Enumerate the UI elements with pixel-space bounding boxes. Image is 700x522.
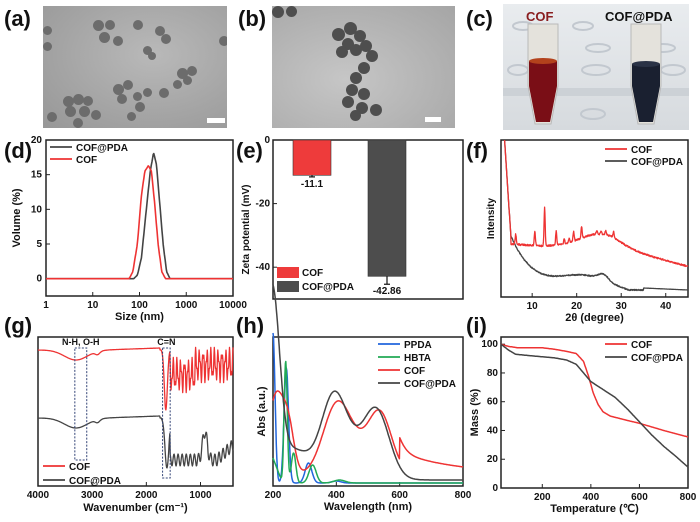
x-tick-label: 20 (571, 301, 583, 312)
x-axis-label: Wavenumber (cm⁻¹) (83, 502, 188, 514)
bar-cof-pda (368, 140, 406, 276)
x-tick-label: 600 (391, 490, 408, 501)
y-tick-label: -20 (256, 199, 271, 210)
legend-e-label: COF@PDA (302, 282, 354, 293)
legend-h-label: HBTA (404, 353, 431, 364)
y-tick-label: 80 (487, 368, 499, 379)
legend-e-swatch (277, 267, 299, 278)
legend-e-label: COF (302, 268, 323, 279)
x-tick-label: 2000 (135, 490, 158, 501)
x-tick-label: 1 (43, 300, 49, 311)
x-axis-label: Size (nm) (115, 311, 164, 323)
y-tick-label: 60 (487, 397, 499, 408)
series-cof (46, 166, 233, 279)
x-tick-label: 200 (265, 490, 282, 501)
legend-f-label: COF (631, 145, 652, 156)
y-tick-label: 0 (264, 135, 270, 146)
y-axis-label: Abs (a.u.) (256, 386, 268, 436)
series-cof-pda (38, 416, 233, 468)
x-tick-label: 10 (527, 301, 539, 312)
x-axis-label: Temperature (℃) (550, 503, 639, 515)
x-tick-label: 100 (131, 300, 148, 311)
chart-h-frame (273, 337, 463, 486)
x-tick-label: 10000 (219, 300, 247, 311)
x-tick-label: 200 (534, 492, 551, 503)
legend-f-label: COF@PDA (631, 157, 683, 168)
legend-h-label: COF@PDA (404, 379, 456, 390)
legend-d-label: COF@PDA (76, 143, 128, 154)
y-tick-label: 20 (487, 454, 499, 465)
series-cof (273, 391, 463, 470)
data-label: -42.86 (373, 286, 402, 297)
charts-canvas: 1 10 100 1000 1000005101520Size (nm)Volume (… (0, 0, 700, 522)
y-axis-label: Volume (%) (11, 188, 23, 247)
x-tick-label: 30 (616, 301, 628, 312)
x-tick-label: 600 (631, 492, 648, 503)
legend-g-label: COF (69, 462, 90, 473)
x-tick-label: 3000 (81, 490, 104, 501)
x-tick-label: 40 (660, 301, 672, 312)
data-label: -11.1 (301, 179, 324, 190)
legend-i-label: COF (631, 340, 652, 351)
y-tick-label: 40 (487, 425, 499, 436)
x-tick-label: 400 (583, 492, 600, 503)
legend-g-label: COF@PDA (69, 476, 121, 487)
legend-h-label: PPDA (404, 340, 432, 351)
y-tick-label: 0 (36, 274, 42, 285)
y-tick-label: -40 (256, 262, 271, 273)
y-axis-label: Zeta potential (mV) (241, 184, 252, 274)
y-tick-label: 5 (36, 239, 42, 250)
x-tick-label: 800 (455, 490, 472, 501)
y-tick-label: 100 (481, 339, 498, 350)
legend-h-label: COF (404, 366, 425, 377)
annotation-cn: C=N (157, 337, 175, 347)
x-axis-label: 2θ (degree) (565, 312, 624, 324)
annotation-nh-oh: N-H, O-H (62, 337, 100, 347)
y-tick-label: 20 (31, 135, 43, 146)
x-tick-label: 10 (87, 300, 99, 311)
x-tick-label: 1000 (189, 490, 212, 501)
x-axis-label: Wavelength (nm) (324, 501, 413, 513)
series-cof (38, 347, 233, 410)
y-tick-label: 10 (31, 204, 43, 215)
annotation-box-nh-oh (75, 348, 87, 460)
y-axis-label: Intensity (486, 198, 497, 240)
x-tick-label: 1000 (175, 300, 198, 311)
y-tick-label: 15 (31, 170, 43, 181)
bar-cof (293, 140, 331, 175)
x-tick-label: 800 (680, 492, 697, 503)
x-tick-label: 400 (328, 490, 345, 501)
y-axis-label: Mass (%) (469, 388, 481, 436)
legend-e-swatch (277, 281, 299, 292)
series-ppda (273, 333, 463, 483)
legend-d-label: COF (76, 155, 97, 166)
y-tick-label: 0 (492, 483, 498, 494)
x-tick-label: 4000 (27, 490, 50, 501)
legend-i-label: COF@PDA (631, 353, 683, 364)
